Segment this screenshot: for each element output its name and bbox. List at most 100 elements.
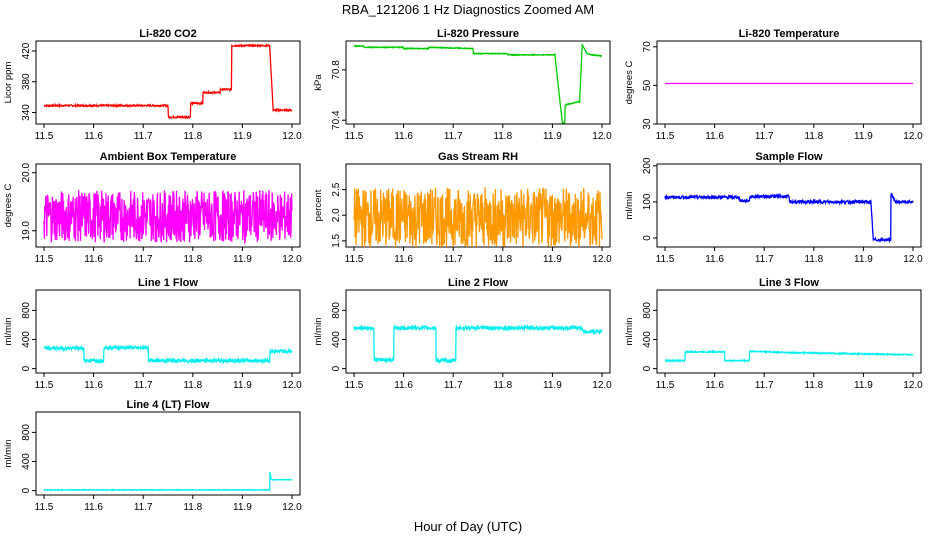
y-axis-label: degrees C bbox=[3, 183, 14, 227]
panel-1: Li-820 CO2 11.5 11.6 11.7 11.8 11.9 12.0 340 380… bbox=[3, 28, 302, 142]
x-tick-label: 11.8 bbox=[493, 254, 512, 265]
panel-title: Ambient Box Temperature bbox=[100, 151, 237, 163]
figure-title: RBA_121206 1 Hz Diagnostics Zoomed AM bbox=[342, 2, 594, 17]
x-tick-label: 11.6 bbox=[394, 254, 413, 265]
x-tick-label: 11.8 bbox=[183, 131, 202, 142]
plot-frame bbox=[345, 163, 611, 248]
x-tick-label: 11.8 bbox=[183, 502, 202, 513]
y-tick-label: 800 bbox=[642, 302, 653, 319]
y-axis-label: ml/min bbox=[313, 318, 324, 346]
panel-8: Line 2 Flow 11.5 11.6 11.7 11.8 11.9 12.0 0 400 8… bbox=[313, 277, 612, 391]
panel-title: Gas Stream RH bbox=[438, 151, 518, 163]
y-tick-label: 340 bbox=[21, 104, 32, 121]
y-tick-label: 400 bbox=[331, 331, 342, 348]
plot-frame bbox=[345, 40, 611, 125]
y-axis-label: ml/min bbox=[3, 440, 14, 468]
x-tick-label: 12.0 bbox=[282, 131, 302, 142]
x-tick-label: 11.6 bbox=[705, 131, 724, 142]
x-tick-label: 11.7 bbox=[134, 131, 153, 142]
y-tick-label: 400 bbox=[642, 331, 653, 348]
x-tick-label: 11.9 bbox=[543, 380, 562, 391]
x-tick-label: 11.7 bbox=[444, 131, 463, 142]
x-axis-label: Hour of Day (UTC) bbox=[414, 519, 522, 534]
x-tick-label: 11.7 bbox=[444, 254, 463, 265]
x-tick-label: 12.0 bbox=[282, 502, 302, 513]
x-tick-label: 11.6 bbox=[84, 502, 103, 513]
x-tick-label: 11.5 bbox=[35, 131, 54, 142]
panel-10: Line 4 (LT) Flow 11.5 11.6 11.7 11.8 11.9 12.0… bbox=[3, 399, 302, 513]
x-tick-label: 11.9 bbox=[233, 131, 252, 142]
series-line bbox=[43, 190, 293, 245]
panels: Li-820 CO2 11.5 11.6 11.7 11.8 11.9 12.0 340 380… bbox=[3, 28, 923, 513]
series-line bbox=[353, 187, 603, 248]
x-tick-label: 11.6 bbox=[394, 380, 413, 391]
y-tick-label: 70 bbox=[642, 41, 653, 53]
plot-frame bbox=[656, 289, 922, 374]
x-tick-label: 11.5 bbox=[656, 254, 675, 265]
panel-2: Li-820 Pressure 11.5 11.6 11.7 11.8 11.9 12.0 7… bbox=[313, 28, 612, 142]
panel-title: Line 1 Flow bbox=[138, 277, 198, 289]
panel-title: Line 2 Flow bbox=[448, 277, 508, 289]
y-axis-label: ml/min bbox=[624, 318, 635, 346]
series-line bbox=[43, 344, 293, 365]
x-tick-label: 11.8 bbox=[493, 380, 512, 391]
series-line bbox=[43, 471, 292, 492]
x-tick-label: 11.9 bbox=[233, 380, 252, 391]
x-tick-label: 11.7 bbox=[444, 380, 463, 391]
x-tick-label: 11.5 bbox=[35, 254, 54, 265]
y-tick-label: 200 bbox=[642, 157, 653, 174]
x-tick-label: 11.7 bbox=[755, 254, 774, 265]
y-tick-label: 30 bbox=[642, 118, 653, 130]
x-tick-label: 11.8 bbox=[804, 380, 823, 391]
y-tick-label: 100 bbox=[642, 193, 653, 210]
y-tick-label: 20.0 bbox=[21, 163, 32, 183]
x-tick-label: 11.6 bbox=[84, 254, 103, 265]
y-tick-label: 50 bbox=[642, 79, 653, 91]
y-tick-label: 19.0 bbox=[21, 221, 32, 241]
panel-title: Line 4 (LT) Flow bbox=[127, 399, 210, 411]
panel-6: Sample Flow 11.5 11.6 11.7 11.8 11.9 12.0 0 100 2… bbox=[624, 151, 923, 265]
series-line bbox=[664, 349, 914, 364]
x-tick-label: 11.5 bbox=[656, 380, 675, 391]
y-tick-label: 0 bbox=[642, 365, 653, 371]
y-tick-label: 0 bbox=[642, 235, 653, 241]
x-tick-label: 11.5 bbox=[656, 131, 675, 142]
panel-title: Li-820 CO2 bbox=[139, 28, 196, 40]
x-tick-label: 11.7 bbox=[755, 380, 774, 391]
y-tick-label: 800 bbox=[21, 302, 32, 319]
panel-title: Sample Flow bbox=[755, 151, 823, 163]
y-axis-label: ml/min bbox=[3, 318, 14, 346]
x-tick-label: 11.7 bbox=[134, 380, 153, 391]
x-tick-label: 11.7 bbox=[134, 254, 153, 265]
x-tick-label: 11.8 bbox=[183, 380, 202, 391]
x-tick-label: 11.5 bbox=[35, 502, 54, 513]
x-tick-label: 11.9 bbox=[233, 254, 252, 265]
x-tick-label: 11.9 bbox=[233, 502, 252, 513]
x-tick-label: 12.0 bbox=[903, 254, 923, 265]
series-line bbox=[353, 323, 603, 365]
y-tick-label: 420 bbox=[21, 42, 32, 59]
y-tick-label: 70.8 bbox=[331, 60, 342, 80]
panel-4: Ambient Box Temperature 11.5 11.6 11.7 11.8 1… bbox=[3, 151, 302, 265]
x-tick-label: 11.6 bbox=[394, 131, 413, 142]
panel-title: Line 3 Flow bbox=[759, 277, 819, 289]
x-tick-label: 11.5 bbox=[345, 254, 364, 265]
series-line bbox=[664, 192, 914, 244]
x-tick-label: 11.5 bbox=[345, 131, 364, 142]
panel-3: Li-820 Temperature 11.5 11.6 11.7 11.8 11.9 12… bbox=[624, 28, 923, 142]
x-tick-label: 11.8 bbox=[493, 131, 512, 142]
y-tick-label: 800 bbox=[331, 302, 342, 319]
x-tick-label: 12.0 bbox=[282, 254, 302, 265]
x-tick-label: 12.0 bbox=[282, 380, 302, 391]
x-tick-label: 11.6 bbox=[84, 380, 103, 391]
x-tick-label: 11.6 bbox=[84, 131, 103, 142]
x-tick-label: 11.5 bbox=[35, 380, 54, 391]
y-tick-label: 380 bbox=[21, 73, 32, 90]
x-tick-label: 11.9 bbox=[854, 131, 873, 142]
plot-frame bbox=[35, 163, 301, 248]
y-axis-label: Licor ppm bbox=[3, 62, 14, 104]
x-tick-label: 11.9 bbox=[854, 380, 873, 391]
y-tick-label: 400 bbox=[21, 331, 32, 348]
